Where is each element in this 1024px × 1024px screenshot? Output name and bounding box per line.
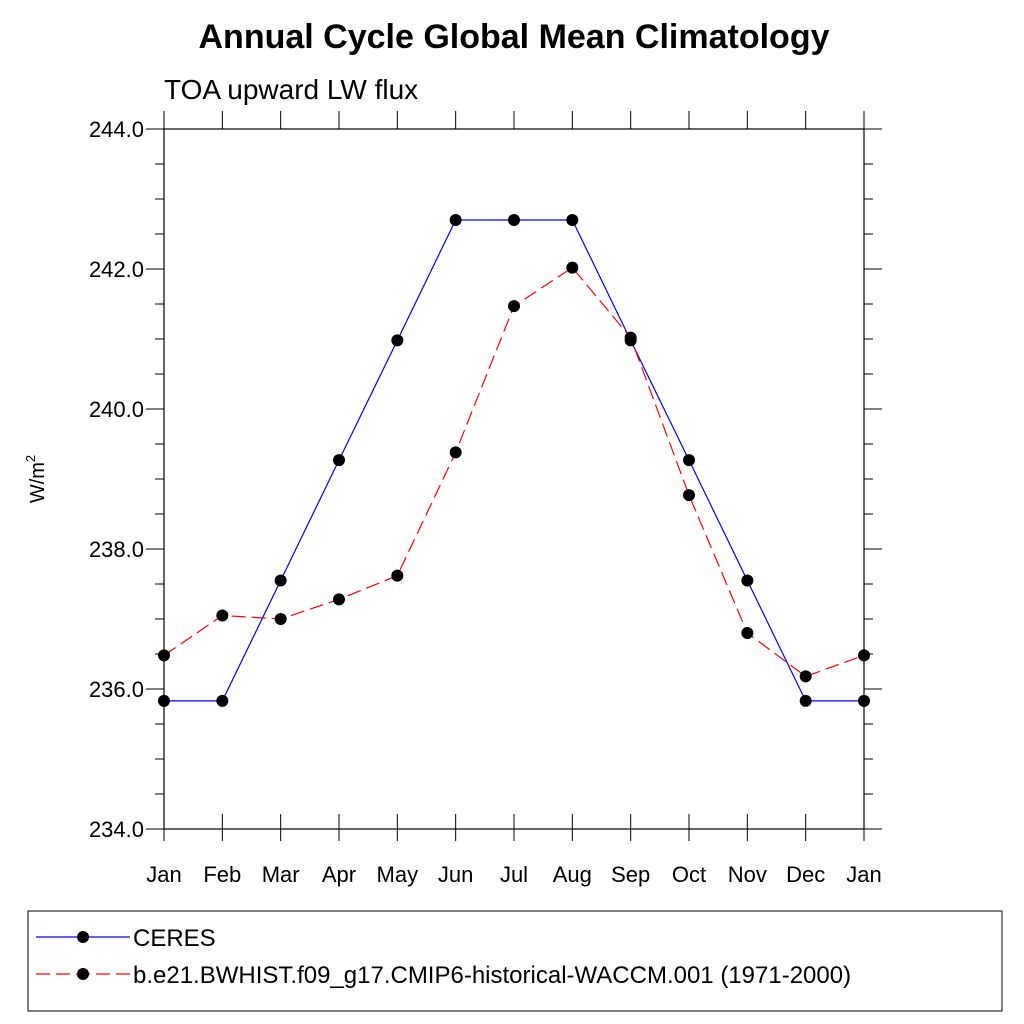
x-tick-label: Jan — [846, 862, 881, 887]
legend-marker-1 — [77, 931, 89, 943]
y-tick-label: 240.0 — [89, 397, 144, 422]
y-tick-label: 242.0 — [89, 257, 144, 282]
series-line-1 — [164, 219, 864, 702]
legend: CERES b.e21.BWHIST.f09_g17.CMIP6-historic… — [36, 925, 851, 989]
y-axis-label: W/m2 — [23, 455, 49, 503]
y-tick-label: 244.0 — [89, 117, 144, 142]
x-axis-ticks: Jan Feb Mar Apr May Jun Jul Aug Sep Oct Nov Dec Jan — [146, 111, 882, 887]
series-1-point — [158, 694, 170, 707]
legend-box — [27, 910, 1003, 1012]
series-2-point — [449, 446, 462, 459]
series-layer — [158, 214, 870, 707]
series-2-point — [216, 609, 229, 622]
series-1-point — [508, 214, 520, 226]
series-1-point — [741, 574, 754, 587]
series-2-point — [158, 649, 170, 662]
x-tick-label: Oct — [672, 862, 706, 887]
series-2-point — [624, 331, 637, 344]
legend-label-1: CERES — [133, 925, 216, 952]
series-2-point — [683, 489, 695, 502]
series-2-point — [741, 627, 754, 639]
series-2-point — [566, 261, 579, 274]
y-tick-label: 234.0 — [89, 817, 144, 842]
y-tick-label: 236.0 — [89, 677, 144, 702]
series-2-point — [799, 670, 812, 683]
series-1-point — [274, 574, 287, 587]
chart-title: Annual Cycle Global Mean Climatology — [199, 18, 830, 56]
x-tick-label: Sep — [611, 862, 650, 887]
x-tick-label: May — [377, 862, 419, 887]
x-tick-label: Feb — [203, 862, 241, 887]
series-line-2 — [163, 266, 865, 678]
series-2-point — [858, 649, 870, 662]
series-2-point — [508, 300, 520, 313]
legend-marker-2 — [77, 968, 89, 980]
y-axis-label-superscript: 2 — [23, 455, 38, 462]
series-2-point — [333, 593, 345, 606]
series-1-point — [566, 214, 579, 226]
x-tick-label: Mar — [262, 862, 300, 887]
x-tick-label: Jul — [500, 862, 528, 887]
series-1-point — [799, 694, 812, 707]
series-1-point — [333, 454, 345, 467]
y-tick-label: 238.0 — [89, 537, 144, 562]
x-tick-label: Aug — [553, 862, 592, 887]
x-tick-label: Nov — [728, 862, 767, 887]
chart-subtitle: TOA upward LW flux — [164, 74, 418, 105]
series-2-point — [274, 613, 287, 625]
y-axis-ticks: 234.0 236.0 238.0 240.0 242.0 244.0 — [89, 117, 882, 842]
plot-frame — [163, 128, 865, 830]
series-1-point — [391, 334, 404, 347]
x-tick-label: Jun — [438, 862, 473, 887]
y-axis-label-unit: W/m — [27, 462, 49, 503]
series-1-point — [216, 694, 229, 707]
legend-label-2: b.e21.BWHIST.f09_g17.CMIP6-historical-WA… — [133, 962, 851, 989]
series-2-point — [391, 569, 404, 582]
series-1-point — [858, 694, 870, 707]
x-tick-label: Dec — [786, 862, 825, 887]
x-tick-label: Jan — [146, 862, 181, 887]
series-1-point — [449, 214, 462, 226]
series-1-point — [683, 454, 695, 467]
x-tick-label: Apr — [322, 862, 356, 887]
